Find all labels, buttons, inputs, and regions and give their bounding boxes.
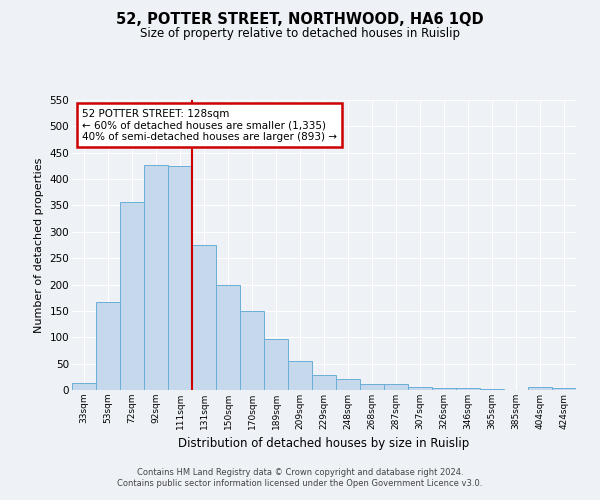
Bar bbox=[433, 388, 455, 390]
Bar bbox=[409, 387, 431, 390]
Bar bbox=[337, 380, 359, 390]
Bar bbox=[529, 388, 551, 390]
Bar bbox=[169, 166, 191, 390]
Bar bbox=[385, 384, 407, 390]
Bar bbox=[313, 375, 335, 390]
Bar bbox=[361, 384, 383, 390]
Bar bbox=[121, 202, 143, 390]
Text: 52 POTTER STREET: 128sqm
← 60% of detached houses are smaller (1,335)
40% of sem: 52 POTTER STREET: 128sqm ← 60% of detach… bbox=[82, 108, 337, 142]
Bar bbox=[289, 361, 311, 390]
Bar bbox=[193, 245, 215, 390]
Bar bbox=[457, 388, 479, 390]
Y-axis label: Number of detached properties: Number of detached properties bbox=[34, 158, 44, 332]
Bar bbox=[241, 312, 263, 390]
Text: 52, POTTER STREET, NORTHWOOD, HA6 1QD: 52, POTTER STREET, NORTHWOOD, HA6 1QD bbox=[116, 12, 484, 28]
Bar bbox=[217, 284, 239, 390]
Text: Size of property relative to detached houses in Ruislip: Size of property relative to detached ho… bbox=[140, 28, 460, 40]
Bar bbox=[553, 388, 575, 390]
Bar bbox=[97, 302, 119, 390]
Text: Contains HM Land Registry data © Crown copyright and database right 2024.
Contai: Contains HM Land Registry data © Crown c… bbox=[118, 468, 482, 487]
Bar bbox=[265, 339, 287, 390]
X-axis label: Distribution of detached houses by size in Ruislip: Distribution of detached houses by size … bbox=[178, 438, 470, 450]
Bar bbox=[73, 383, 95, 390]
Bar bbox=[145, 165, 167, 390]
